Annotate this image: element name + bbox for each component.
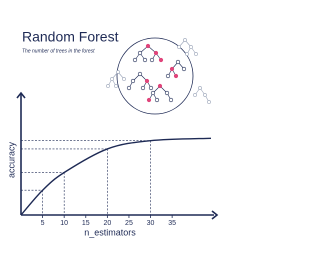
x-tick-label: 5 [41,220,45,227]
x-tick-label: 35 [168,220,176,227]
curve [20,137,212,216]
x-tick-label: 30 [147,220,155,227]
chart-subtitle: The number of trees in the forest [22,48,95,54]
chart-title: Random Forest [22,29,119,45]
forest-illustration [106,37,211,115]
x-tick-label: 10 [60,220,68,227]
y-axis-arrow [16,91,26,99]
x-tick-label: 25 [125,220,133,227]
x-tick-label: 20 [103,220,111,227]
chart: Random Forest The number of trees in the… [6,29,219,237]
x-tick-label: 15 [82,220,90,227]
x-axis-label: n_estimators [84,227,136,237]
x-axis-arrow [211,210,219,220]
y-axis-label: accuracy [6,141,16,178]
